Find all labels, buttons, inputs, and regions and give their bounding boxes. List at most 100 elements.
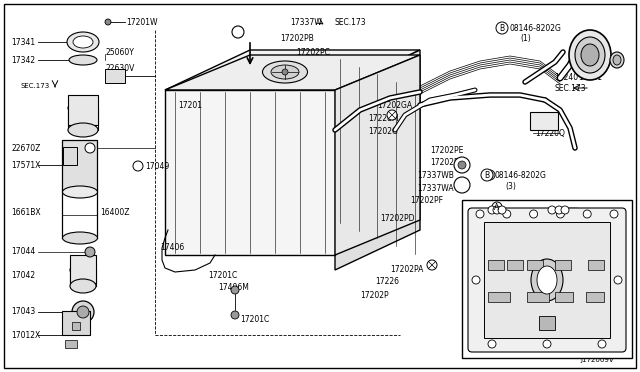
Bar bbox=[586, 292, 604, 302]
Text: 17042: 17042 bbox=[11, 272, 35, 280]
Circle shape bbox=[231, 311, 239, 319]
Text: 25060Y: 25060Y bbox=[105, 48, 134, 57]
Circle shape bbox=[548, 206, 556, 214]
Ellipse shape bbox=[73, 36, 93, 48]
Text: 17251: 17251 bbox=[578, 73, 602, 81]
Text: B: B bbox=[484, 170, 490, 180]
Circle shape bbox=[488, 206, 496, 214]
Bar bbox=[62, 140, 97, 190]
Ellipse shape bbox=[70, 263, 96, 277]
Circle shape bbox=[282, 69, 288, 75]
Text: 17202GA: 17202GA bbox=[377, 100, 412, 109]
Bar bbox=[70, 255, 96, 283]
Bar bbox=[68, 95, 98, 125]
Text: J172009V: J172009V bbox=[580, 357, 614, 363]
Ellipse shape bbox=[77, 306, 89, 318]
Bar bbox=[462, 200, 632, 358]
Text: 17202PD: 17202PD bbox=[380, 214, 415, 222]
Ellipse shape bbox=[613, 55, 621, 65]
Ellipse shape bbox=[575, 37, 605, 73]
Ellipse shape bbox=[68, 101, 98, 115]
Text: 17240: 17240 bbox=[554, 73, 578, 81]
Ellipse shape bbox=[68, 123, 98, 137]
Text: 08146-8202G: 08146-8202G bbox=[510, 23, 562, 32]
Ellipse shape bbox=[537, 266, 557, 294]
Circle shape bbox=[454, 177, 470, 193]
Text: 17202PG: 17202PG bbox=[430, 157, 465, 167]
Ellipse shape bbox=[531, 259, 563, 301]
Bar bbox=[588, 260, 604, 270]
Text: 17043: 17043 bbox=[11, 308, 35, 317]
Text: 17406: 17406 bbox=[160, 244, 184, 253]
Bar bbox=[530, 112, 558, 130]
Circle shape bbox=[610, 210, 618, 218]
Polygon shape bbox=[335, 50, 420, 270]
Text: 17202P: 17202P bbox=[360, 292, 388, 301]
Ellipse shape bbox=[271, 65, 299, 79]
Circle shape bbox=[85, 143, 95, 153]
Text: 17243M: 17243M bbox=[577, 204, 605, 210]
Text: 17337W: 17337W bbox=[290, 17, 322, 26]
Text: 16400Z: 16400Z bbox=[100, 208, 129, 217]
Text: 17202PA: 17202PA bbox=[390, 266, 424, 275]
Polygon shape bbox=[335, 55, 420, 255]
Text: 17201C: 17201C bbox=[240, 315, 269, 324]
Text: 1661BX: 1661BX bbox=[11, 208, 40, 217]
Bar bbox=[65, 340, 77, 348]
Text: SEC.173: SEC.173 bbox=[555, 83, 587, 93]
Text: 17202PF: 17202PF bbox=[410, 196, 443, 205]
Text: 17341: 17341 bbox=[11, 38, 35, 46]
Text: 17202G: 17202G bbox=[368, 126, 398, 135]
Circle shape bbox=[555, 206, 563, 214]
Polygon shape bbox=[165, 90, 335, 255]
Bar bbox=[555, 260, 571, 270]
Text: B: B bbox=[499, 23, 504, 32]
Polygon shape bbox=[165, 55, 420, 90]
Bar bbox=[72, 322, 80, 330]
Bar bbox=[488, 292, 510, 302]
Circle shape bbox=[614, 276, 622, 284]
Circle shape bbox=[493, 206, 501, 214]
Bar bbox=[488, 260, 504, 270]
Ellipse shape bbox=[63, 232, 97, 244]
Text: 22630V: 22630V bbox=[105, 64, 134, 73]
Circle shape bbox=[85, 247, 95, 257]
Text: A: A bbox=[494, 202, 500, 212]
Circle shape bbox=[133, 161, 143, 171]
Circle shape bbox=[427, 260, 437, 270]
Ellipse shape bbox=[63, 186, 97, 198]
Circle shape bbox=[481, 169, 493, 181]
Text: 17044: 17044 bbox=[11, 247, 35, 257]
Circle shape bbox=[488, 340, 496, 348]
Bar bbox=[527, 260, 543, 270]
Bar bbox=[527, 292, 549, 302]
Text: 17406M: 17406M bbox=[218, 283, 249, 292]
Text: 17226: 17226 bbox=[375, 278, 399, 286]
Circle shape bbox=[561, 206, 569, 214]
Bar bbox=[105, 69, 125, 83]
Circle shape bbox=[492, 202, 502, 212]
Bar bbox=[555, 292, 573, 302]
Circle shape bbox=[387, 110, 397, 120]
Text: 17342: 17342 bbox=[11, 55, 35, 64]
Bar bbox=[484, 222, 610, 338]
Circle shape bbox=[232, 26, 244, 38]
Circle shape bbox=[543, 340, 551, 348]
Text: 08146-8202G: 08146-8202G bbox=[495, 170, 547, 180]
Text: 17220Q: 17220Q bbox=[535, 128, 565, 138]
Circle shape bbox=[485, 170, 495, 180]
Circle shape bbox=[472, 276, 480, 284]
Text: A: A bbox=[235, 27, 241, 37]
Ellipse shape bbox=[569, 30, 611, 80]
Text: VIEW: VIEW bbox=[467, 202, 487, 212]
Text: 17201C: 17201C bbox=[208, 270, 237, 279]
Circle shape bbox=[458, 161, 466, 169]
Text: SEC.173: SEC.173 bbox=[335, 17, 367, 26]
Ellipse shape bbox=[610, 52, 624, 68]
Circle shape bbox=[476, 210, 484, 218]
Circle shape bbox=[231, 286, 239, 294]
Bar bbox=[62, 311, 90, 335]
Bar bbox=[539, 316, 555, 330]
Ellipse shape bbox=[67, 32, 99, 52]
Text: 17228M: 17228M bbox=[368, 113, 399, 122]
